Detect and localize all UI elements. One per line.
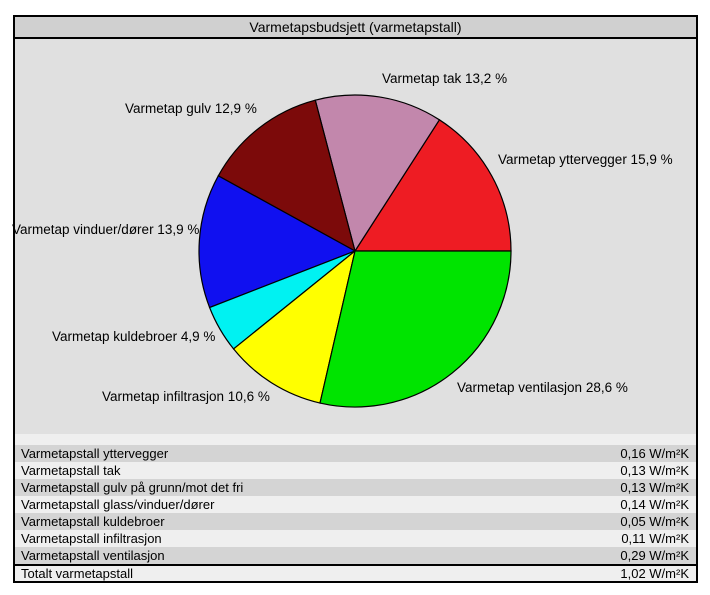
row-label: Varmetapstall gulv på grunn/mot det fri (21, 480, 244, 495)
row-label: Varmetapstall yttervegger (21, 446, 169, 461)
row-label: Varmetapstall ventilasjon (21, 548, 165, 563)
heat-loss-table: Varmetapstall yttervegger 0,16 W/m²K Varme… (15, 445, 696, 581)
row-value: 0,14 W/m²K (620, 497, 689, 512)
row-value: 0,11 W/m²K (621, 531, 689, 546)
pie-label-ventilasjon: Varmetap ventilasjon 28,6 % (457, 380, 628, 395)
row-value: 0,05 W/m²K (620, 514, 689, 529)
pie-label-vinduer-dorer: Varmetap vinduer/dører 13,9 % (12, 222, 200, 237)
row-value: 0,13 W/m²K (620, 463, 689, 478)
table-row: Varmetapstall ventilasjon 0,29 W/m²K (15, 547, 696, 564)
row-value: 1,02 W/m²K (620, 566, 689, 581)
pie-label-infiltrasjon: Varmetap infiltrasjon 10,6 % (102, 389, 270, 404)
pie-label-kuldebroer: Varmetap kuldebroer 4,9 % (52, 329, 216, 344)
report-frame: Varmetapsbudsjett (varmetapstall) Varmet… (13, 15, 698, 583)
table-row: Varmetapstall tak 0,13 W/m²K (15, 462, 696, 479)
pie-label-yttervegger: Varmetap yttervegger 15,9 % (498, 152, 673, 167)
pie-label-tak: Varmetap tak 13,2 % (382, 71, 508, 86)
row-value: 0,29 W/m²K (620, 548, 689, 563)
table-row: Varmetapstall gulv på grunn/mot det fri 0… (15, 479, 696, 496)
table-row-total: Totalt varmetapstall 1,02 W/m²K (15, 564, 696, 581)
report-title-bar: Varmetapsbudsjett (varmetapstall) (15, 17, 696, 39)
row-label: Varmetapstall glass/vinduer/dører (21, 497, 215, 512)
pie-label-gulv: Varmetap gulv 12,9 % (125, 101, 257, 116)
table-row: Varmetapstall infiltrasjon 0,11 W/m²K (15, 530, 696, 547)
table-row: Varmetapstall yttervegger 0,16 W/m²K (15, 445, 696, 462)
report-title: Varmetapsbudsjett (varmetapstall) (249, 19, 462, 35)
row-label: Varmetapstall infiltrasjon (21, 531, 162, 546)
row-value: 0,13 W/m²K (620, 480, 689, 495)
table-row: Varmetapstall kuldebroer 0,05 W/m²K (15, 513, 696, 530)
row-label: Totalt varmetapstall (21, 566, 133, 581)
row-value: 0,16 W/m²K (620, 446, 689, 461)
row-label: Varmetapstall kuldebroer (21, 514, 165, 529)
row-label: Varmetapstall tak (21, 463, 121, 478)
table-row: Varmetapstall glass/vinduer/dører 0,14 W/… (15, 496, 696, 513)
